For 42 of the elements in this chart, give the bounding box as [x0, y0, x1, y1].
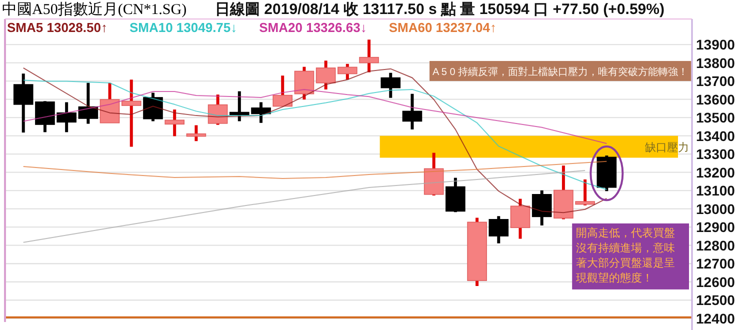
text: SMA60 13237.04↑	[388, 20, 497, 35]
candlestick	[510, 198, 530, 239]
y-tick-label: 12800	[696, 237, 736, 254]
candlestick	[100, 82, 120, 124]
band-label: 缺口壓力	[645, 140, 689, 154]
chart-subtitle: 日線圖 2019/08/14 收 13117.50 s 點 量 150594 口 +77.50 (+0.59%)	[215, 1, 664, 18]
candlestick	[402, 94, 422, 130]
y-tick-label: 12900	[696, 219, 736, 236]
line-series	[22, 170, 586, 243]
annotation: 開高走低，代表買盤沒有持續進場，意味著大部分買盤還是呈現觀望的態度！	[576, 226, 676, 284]
y-tick-label: 13700	[696, 73, 736, 90]
y-tick-label: 13100	[696, 182, 736, 199]
y-tick-label: 13900	[696, 36, 736, 53]
line-series	[22, 80, 608, 190]
candlestick	[359, 40, 379, 72]
candlestick	[316, 60, 336, 90]
candlestick	[186, 125, 206, 142]
y-tick-label: 13300	[696, 146, 736, 162]
y-tick-label: 12500	[696, 292, 736, 308]
candlestick	[143, 92, 163, 122]
y-tick-label: 13500	[696, 110, 736, 126]
candlestick	[121, 80, 142, 147]
candlestick	[294, 66, 314, 100]
y-tick-label: 13000	[696, 200, 736, 217]
y-tick-label: 13200	[696, 164, 736, 180]
y-tick-label: 13800	[696, 54, 736, 71]
y-tick-label: 13400	[696, 128, 736, 144]
candlestick	[164, 110, 184, 136]
text: SMA5 13028.50↑	[7, 20, 108, 35]
y-tick-label: 12600	[696, 274, 736, 290]
text: SMA20 13326.63↓	[259, 20, 367, 35]
y-tick-label: 13600	[696, 91, 736, 108]
candlestick	[272, 76, 293, 107]
y-tick-label: 12400	[696, 310, 736, 326]
candlestick	[488, 216, 509, 244]
candlestick	[338, 64, 358, 80]
candlestick	[532, 190, 552, 226]
y-tick-label: 12700	[696, 256, 736, 272]
chart-title: 中國A50指數近月(CN*1.SG)	[2, 1, 187, 18]
text: SMA10 13049.75↓	[129, 20, 238, 35]
annotation: A 5 0 持續反彈，面對上檔缺口壓力，唯有突破方能轉強！	[432, 66, 688, 78]
candlestick	[380, 72, 401, 98]
